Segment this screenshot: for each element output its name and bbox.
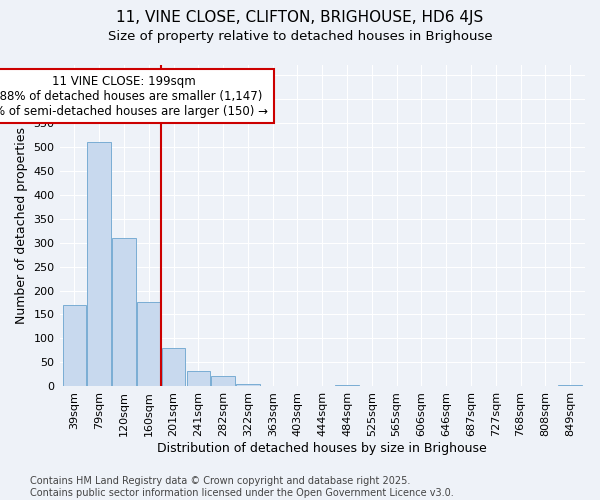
Bar <box>187 370 210 386</box>
Y-axis label: Number of detached properties: Number of detached properties <box>15 127 28 324</box>
Bar <box>88 142 111 386</box>
Text: 11, VINE CLOSE, CLIFTON, BRIGHOUSE, HD6 4JS: 11, VINE CLOSE, CLIFTON, BRIGHOUSE, HD6 … <box>116 10 484 25</box>
Bar <box>112 238 136 386</box>
Text: Contains HM Land Registry data © Crown copyright and database right 2025.
Contai: Contains HM Land Registry data © Crown c… <box>30 476 454 498</box>
Text: 11 VINE CLOSE: 199sqm
← 88% of detached houses are smaller (1,147)
12% of semi-d: 11 VINE CLOSE: 199sqm ← 88% of detached … <box>0 74 268 118</box>
X-axis label: Distribution of detached houses by size in Brighouse: Distribution of detached houses by size … <box>157 442 487 455</box>
Text: Size of property relative to detached houses in Brighouse: Size of property relative to detached ho… <box>107 30 493 43</box>
Bar <box>62 305 86 386</box>
Bar <box>211 376 235 386</box>
Bar <box>236 384 260 386</box>
Bar <box>162 348 185 387</box>
Bar <box>137 302 161 386</box>
